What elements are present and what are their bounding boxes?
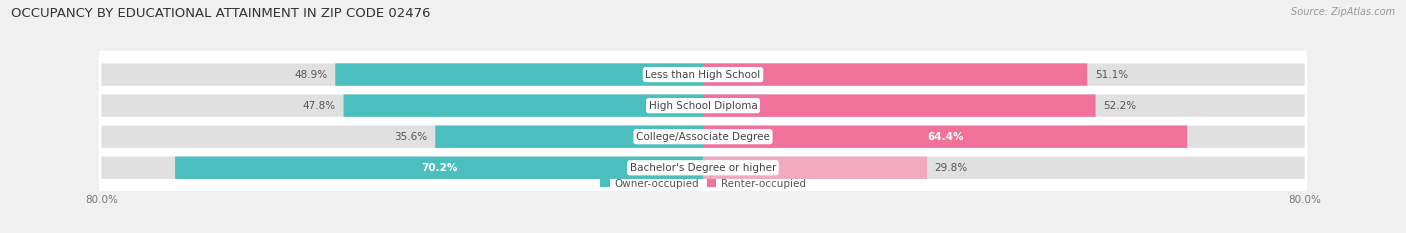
Text: 64.4%: 64.4% [927,132,963,142]
FancyBboxPatch shape [436,126,703,148]
FancyBboxPatch shape [703,63,1305,86]
FancyBboxPatch shape [98,49,1308,100]
FancyBboxPatch shape [703,157,1305,179]
FancyBboxPatch shape [101,94,703,117]
FancyBboxPatch shape [98,80,1308,131]
FancyBboxPatch shape [335,63,703,86]
Legend: Owner-occupied, Renter-occupied: Owner-occupied, Renter-occupied [596,175,810,193]
Text: 47.8%: 47.8% [302,101,336,111]
FancyBboxPatch shape [101,63,703,86]
FancyBboxPatch shape [98,143,1308,193]
FancyBboxPatch shape [703,94,1305,117]
Text: Source: ZipAtlas.com: Source: ZipAtlas.com [1291,7,1395,17]
Text: 51.1%: 51.1% [1095,70,1128,79]
Text: High School Diploma: High School Diploma [648,101,758,111]
FancyBboxPatch shape [101,157,703,179]
FancyBboxPatch shape [703,126,1305,148]
FancyBboxPatch shape [703,157,927,179]
FancyBboxPatch shape [101,126,703,148]
FancyBboxPatch shape [703,63,1087,86]
Text: College/Associate Degree: College/Associate Degree [636,132,770,142]
FancyBboxPatch shape [176,157,703,179]
Text: Less than High School: Less than High School [645,70,761,79]
Text: 48.9%: 48.9% [295,70,328,79]
FancyBboxPatch shape [98,112,1308,162]
Text: 70.2%: 70.2% [420,163,457,173]
Text: 52.2%: 52.2% [1104,101,1136,111]
Text: Bachelor's Degree or higher: Bachelor's Degree or higher [630,163,776,173]
Text: 35.6%: 35.6% [395,132,427,142]
Text: 29.8%: 29.8% [935,163,967,173]
FancyBboxPatch shape [703,94,1095,117]
FancyBboxPatch shape [703,126,1187,148]
FancyBboxPatch shape [343,94,703,117]
Text: OCCUPANCY BY EDUCATIONAL ATTAINMENT IN ZIP CODE 02476: OCCUPANCY BY EDUCATIONAL ATTAINMENT IN Z… [11,7,430,20]
